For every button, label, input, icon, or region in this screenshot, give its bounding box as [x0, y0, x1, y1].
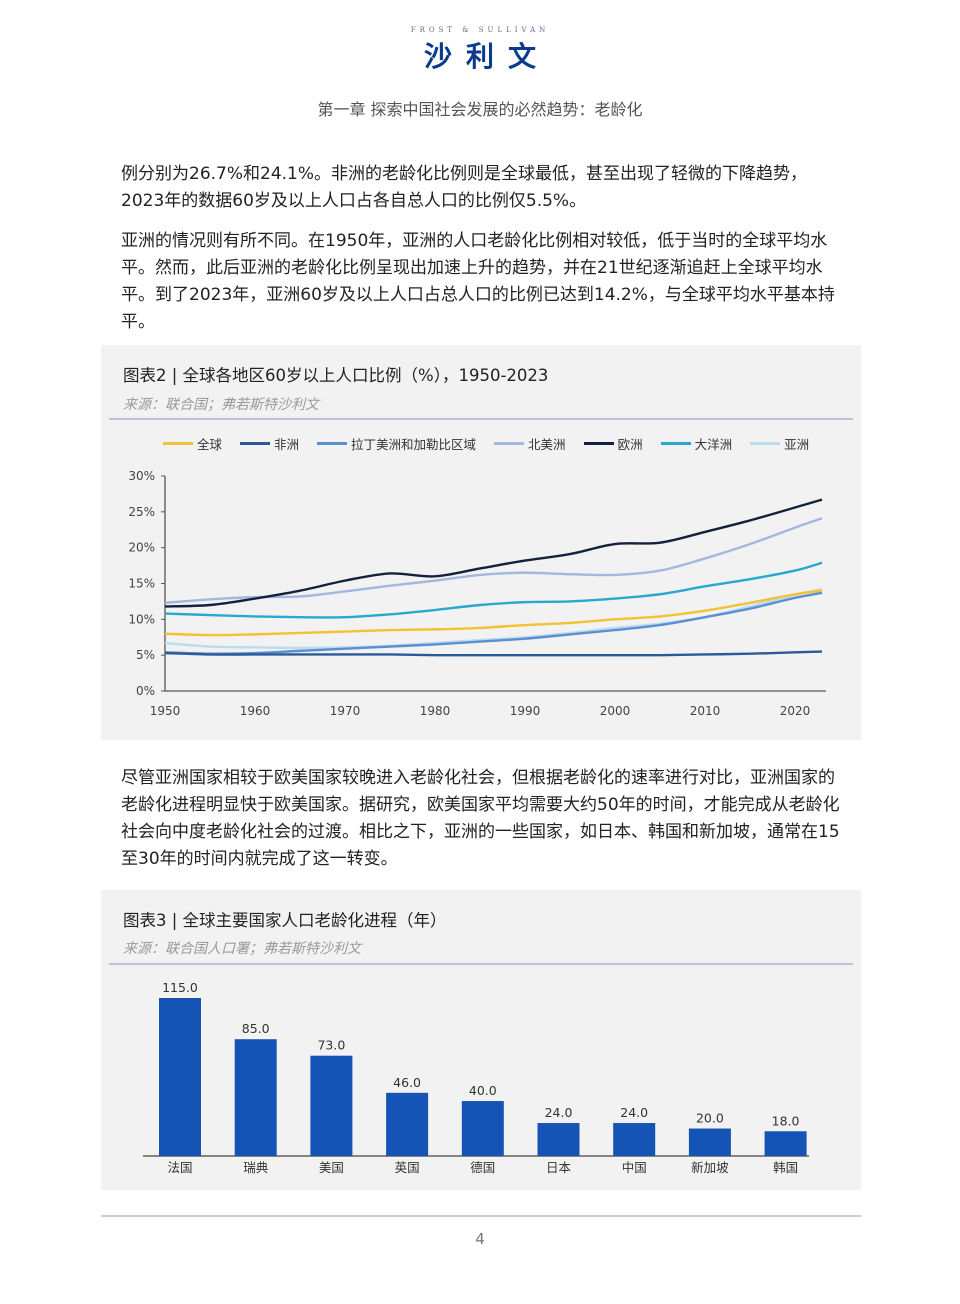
- legend-item: 大洋洲: [660, 434, 733, 453]
- bar: [234, 1039, 277, 1156]
- legend-swatch-icon: [163, 442, 193, 445]
- x-tick-label: 2000: [600, 704, 631, 718]
- bar-value-label: 40.0: [469, 1083, 497, 1098]
- legend-swatch-icon: [494, 442, 525, 445]
- series-line: [164, 589, 823, 637]
- series-line: [164, 498, 823, 608]
- category-label: 韩国: [773, 1160, 798, 1175]
- legend-swatch-icon: [240, 442, 271, 445]
- figure-2-divider: [109, 418, 853, 420]
- bar-value-label: 24.0: [620, 1105, 648, 1120]
- y-tick-label: 20%: [128, 541, 155, 555]
- legend-item: 欧洲: [583, 434, 643, 453]
- bar: [688, 1128, 731, 1156]
- line-chart: 0% 5% 10% 15% 20% 25% 30% 1950 1960 1970 1980 1990 2…: [128, 469, 826, 718]
- figure-2-legend: 全球 非洲 拉丁美洲和加勒比区域 北美洲 欧洲 大洋洲 亚洲: [163, 434, 827, 453]
- series-line: [164, 591, 823, 655]
- category-label: 美国: [319, 1160, 344, 1175]
- x-tick-label: 1960: [240, 704, 271, 718]
- figure-3-title: 图表3 | 全球主要国家人口老龄化进程（年）: [123, 911, 447, 930]
- legend-label: 拉丁美洲和加勒比区域: [351, 437, 477, 452]
- legend-item: 亚洲: [750, 434, 809, 453]
- bar: [159, 998, 201, 1156]
- bar: [613, 1123, 656, 1156]
- x-tick-label: 1990: [510, 704, 541, 718]
- legend-label: 欧洲: [617, 437, 643, 452]
- category-label: 日本: [546, 1160, 572, 1175]
- figure-2-title: 图表2 | 全球各地区60岁以上人口比例（%），1950-2023: [123, 366, 549, 385]
- bar: [537, 1123, 580, 1156]
- bar-value-label: 46.0: [393, 1075, 421, 1090]
- legend-item: 北美洲: [494, 434, 566, 453]
- category-label: 德国: [470, 1160, 495, 1175]
- logo-english: FROST & SULLIVAN: [410, 26, 550, 34]
- paragraph-2: 亚洲的情况则有所不同。在1950年，亚洲的人口老龄化比例相对较低，低于当时的全球…: [121, 231, 835, 332]
- legend-label: 亚洲: [784, 437, 810, 452]
- series-line: [164, 561, 823, 619]
- legend-item: 拉丁美洲和加勒比区域: [317, 434, 476, 453]
- paragraph-1: 例分别为26.7%和24.1%。非洲的老龄化比例则是全球最低，甚至出现了轻微的下…: [121, 164, 808, 211]
- category-label: 法国: [167, 1160, 192, 1175]
- figure-3-divider: [109, 963, 853, 965]
- x-tick-label: 1950: [150, 704, 181, 718]
- paragraph-3: 尽管亚洲国家相较于欧美国家较晚进入老龄化社会，但根据老龄化的速率进行对比，亚洲国…: [121, 768, 840, 869]
- category-label: 新加坡: [691, 1160, 729, 1175]
- bar-value-label: 115.0: [162, 980, 198, 995]
- brand-logo: FROST & SULLIVAN 沙利文: [0, 26, 960, 75]
- logo-chinese: 沙利文: [423, 40, 550, 73]
- legend-swatch-icon: [660, 442, 691, 445]
- bar: [461, 1101, 504, 1156]
- legend-label: 非洲: [274, 437, 300, 452]
- legend-label: 大洋洲: [694, 437, 733, 452]
- category-label: 中国: [622, 1160, 647, 1175]
- x-tick-label: 1970: [330, 704, 361, 718]
- bar-value-label: 18.0: [772, 1113, 800, 1128]
- bar-value-label: 20.0: [696, 1111, 724, 1126]
- series-line: [164, 517, 823, 605]
- legend-item: 非洲: [240, 434, 299, 453]
- legend-label: 北美洲: [528, 437, 566, 452]
- chapter-title: 第一章 探索中国社会发展的必然趋势：老龄化: [317, 100, 643, 119]
- bar: [386, 1092, 429, 1156]
- legend-swatch-icon: [750, 442, 781, 445]
- legend-swatch-icon: [583, 442, 614, 445]
- x-tick-label: 2020: [780, 704, 811, 718]
- y-tick-label: 30%: [128, 469, 155, 483]
- legend-swatch-icon: [317, 442, 348, 445]
- y-tick-label: 5%: [136, 648, 155, 662]
- category-label: 瑞典: [243, 1160, 268, 1175]
- bar: [310, 1055, 353, 1156]
- bar-value-label: 73.0: [317, 1038, 345, 1053]
- figure-3-source: 来源：联合国人口署；弗若斯特沙利文: [123, 941, 361, 957]
- legend-label: 全球: [197, 437, 223, 452]
- x-tick-label: 2010: [690, 704, 721, 718]
- page-number: 4: [475, 1230, 485, 1248]
- y-tick-label: 25%: [128, 505, 155, 519]
- figure-2-panel: 图表2 | 全球各地区60岁以上人口比例（%），1950-2023 来源：联合国…: [101, 345, 861, 740]
- y-tick-label: 0%: [136, 684, 155, 698]
- figure-3-panel: 图表3 | 全球主要国家人口老龄化进程（年） 来源：联合国人口署；弗若斯特沙利文…: [101, 890, 861, 1190]
- figure-2-source: 来源：联合国；弗若斯特沙利文: [123, 397, 319, 413]
- bar-value-label: 24.0: [545, 1105, 573, 1120]
- x-tick-label: 1980: [420, 704, 451, 718]
- category-label: 英国: [395, 1160, 420, 1175]
- y-tick-label: 10%: [128, 612, 155, 626]
- legend-item: 全球: [163, 434, 222, 453]
- bar-chart: 115.0 法国 85.0 瑞典 73.0 美国 46.0 英国 40.0 德国 24.0 日本 24.…: [143, 980, 809, 1175]
- series-line: [164, 650, 823, 657]
- y-tick-label: 15%: [128, 577, 155, 591]
- bar-value-label: 85.0: [242, 1021, 270, 1036]
- footer-divider: [101, 1215, 861, 1217]
- bar: [764, 1131, 807, 1156]
